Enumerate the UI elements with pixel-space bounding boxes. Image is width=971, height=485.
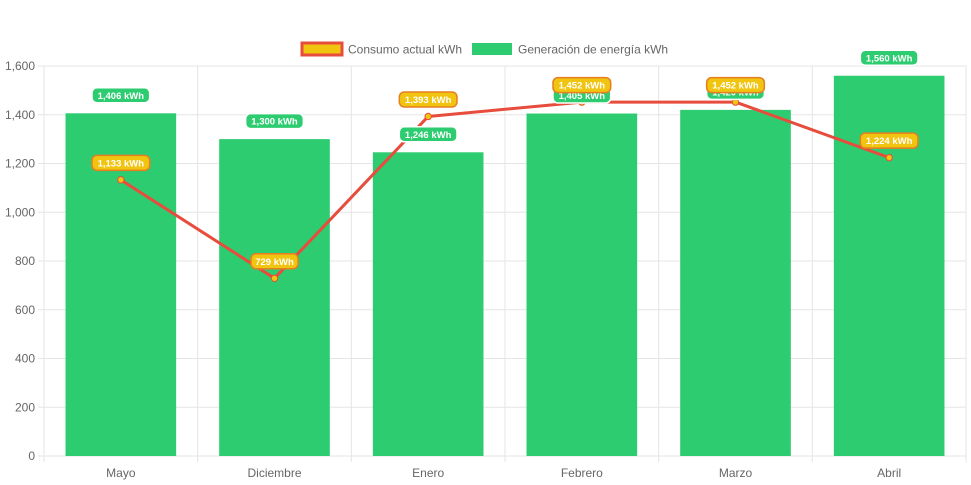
line-point[interactable]: [270, 274, 279, 283]
line-path: [120, 100, 890, 280]
data-label-badge: [705, 76, 766, 94]
line-point[interactable]: [424, 112, 432, 121]
chart-legend: Consumo actual kWh Generación de energía…: [300, 41, 668, 57]
line-data-labels: 1,133 kWh 729 kWh 1,393 kWh 1,452 kWh 1,452 …: [91, 76, 919, 270]
bar[interactable]: [219, 139, 330, 456]
y-tick-label: 1,400: [5, 108, 35, 122]
data-label-text: 1,405 kWh: [559, 91, 606, 102]
line-data-label: 1,393 kWh: [398, 91, 458, 108]
line-data-label: 1,452 kWh: [552, 76, 612, 94]
bar[interactable]: [372, 152, 484, 456]
data-label-text: 1,560 kWh: [866, 53, 913, 64]
data-label-badge: [91, 87, 151, 104]
line-data-label: 1,133 kWh: [91, 154, 151, 172]
y-tick-label: 0: [28, 449, 35, 463]
data-label-text: 729 kWh: [255, 257, 294, 268]
data-label-badge: [859, 49, 919, 66]
data-label-text: 1,393 kWh: [405, 95, 452, 106]
x-tick-label: Febrero: [561, 466, 603, 480]
bar[interactable]: [680, 109, 791, 456]
line-point[interactable]: [885, 153, 893, 162]
line-data-label: 1,224 kWh: [859, 132, 919, 149]
data-label-badge: [244, 112, 305, 130]
bar-data-label: 1,300 kWh: [244, 112, 305, 130]
legend-label-consumo[interactable]: Consumo actual kWh: [348, 43, 462, 57]
y-tick-label: 1,000: [5, 205, 35, 219]
line-point[interactable]: [117, 176, 125, 184]
data-label-text: 1,406 kWh: [98, 91, 145, 102]
y-tick-label: 1,600: [5, 59, 35, 73]
y-tick-label: 1,200: [5, 157, 35, 171]
y-tick-label: 400: [15, 352, 35, 366]
chart-grid: [38, 65, 967, 462]
data-label-text: 1,133 kWh: [98, 158, 145, 169]
x-tick-label: Abril: [877, 466, 901, 480]
x-tick-label: Enero: [412, 466, 444, 480]
line-data-label: 1,452 kWh: [705, 76, 766, 94]
legend-label-generacion[interactable]: Generación de energía kWh: [518, 43, 668, 57]
data-label-badge: [398, 126, 458, 143]
x-axis: Mayo Diciembre Enero Febrero Marzo Abril: [106, 466, 901, 480]
data-label-badge: [859, 132, 919, 149]
data-label-text: 1,452 kWh: [559, 81, 606, 92]
bar-series-generacion: [65, 75, 945, 456]
y-tick-label: 600: [15, 303, 35, 317]
data-label-text: 1,300 kWh: [251, 117, 298, 128]
y-tick-label: 800: [15, 254, 35, 268]
data-label-text: 1,452 kWh: [712, 81, 759, 92]
x-tick-label: Mayo: [106, 466, 136, 480]
bar-data-label: 1,406 kWh: [91, 87, 151, 104]
bar[interactable]: [526, 113, 638, 456]
x-tick-label: Marzo: [719, 466, 753, 480]
legend-swatch-generacion[interactable]: [472, 43, 512, 55]
data-label-badge: [91, 154, 151, 172]
bar-data-label: 1,560 kWh: [859, 49, 919, 66]
y-axis: 0 200 400 600 800 1,000 1,200 1,400 1,600: [5, 59, 35, 463]
y-tick-label: 200: [15, 400, 35, 414]
data-label-text: 1,246 kWh: [405, 130, 452, 141]
data-label-badge: [552, 76, 612, 94]
x-tick-label: Diciembre: [247, 466, 301, 480]
data-label-badge: [250, 253, 299, 270]
bar-data-label: 1,246 kWh: [398, 126, 458, 143]
legend-swatch-consumo[interactable]: [300, 41, 344, 57]
line-data-label: 729 kWh: [250, 253, 299, 270]
data-label-badge: [398, 91, 458, 108]
data-label-text: 1,224 kWh: [866, 136, 913, 147]
